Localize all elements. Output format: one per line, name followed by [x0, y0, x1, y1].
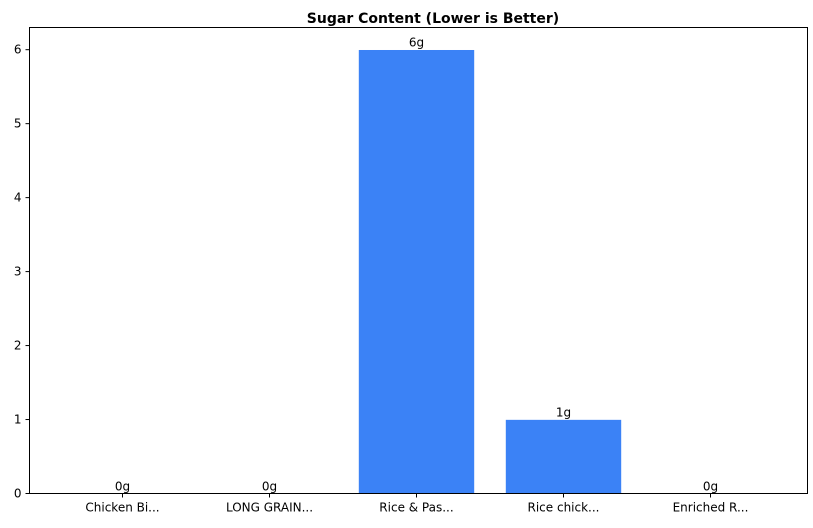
data-label-3: 1g: [556, 406, 571, 420]
data-label-0: 0g: [115, 480, 130, 494]
plot-frame: [29, 27, 808, 494]
y-tick-label-0: 0: [14, 487, 22, 501]
bar-3: [505, 419, 622, 494]
data-labels-layer: 0g 0g 6g 1g 0g: [115, 36, 718, 494]
x-tick-label-4: Enriched R...: [673, 501, 749, 515]
bars-layer: [358, 49, 622, 494]
x-axis: Chicken Bi... LONG GRAIN... Rice & Pas... R…: [85, 493, 749, 515]
x-tick-label-1: LONG GRAIN...: [226, 501, 313, 515]
bar-2: [358, 49, 475, 494]
data-label-1: 0g: [262, 480, 277, 494]
y-tick-label-3: 3: [14, 265, 22, 279]
y-tick-label-1: 1: [14, 413, 22, 427]
x-tick-label-3: Rice chick...: [528, 501, 600, 515]
y-tick-label-4: 4: [14, 191, 22, 205]
y-tick-label-5: 5: [14, 117, 22, 131]
y-axis: 0 1 2 3 4 5 6: [14, 43, 30, 501]
y-tick-label-6: 6: [14, 43, 22, 57]
x-tick-label-2: Rice & Pas...: [379, 501, 453, 515]
y-tick-label-2: 2: [14, 339, 22, 353]
chart-title: Sugar Content (Lower is Better): [307, 11, 559, 27]
data-label-4: 0g: [703, 480, 718, 494]
x-tick-label-0: Chicken Bi...: [85, 501, 159, 515]
data-label-2: 6g: [409, 36, 424, 50]
